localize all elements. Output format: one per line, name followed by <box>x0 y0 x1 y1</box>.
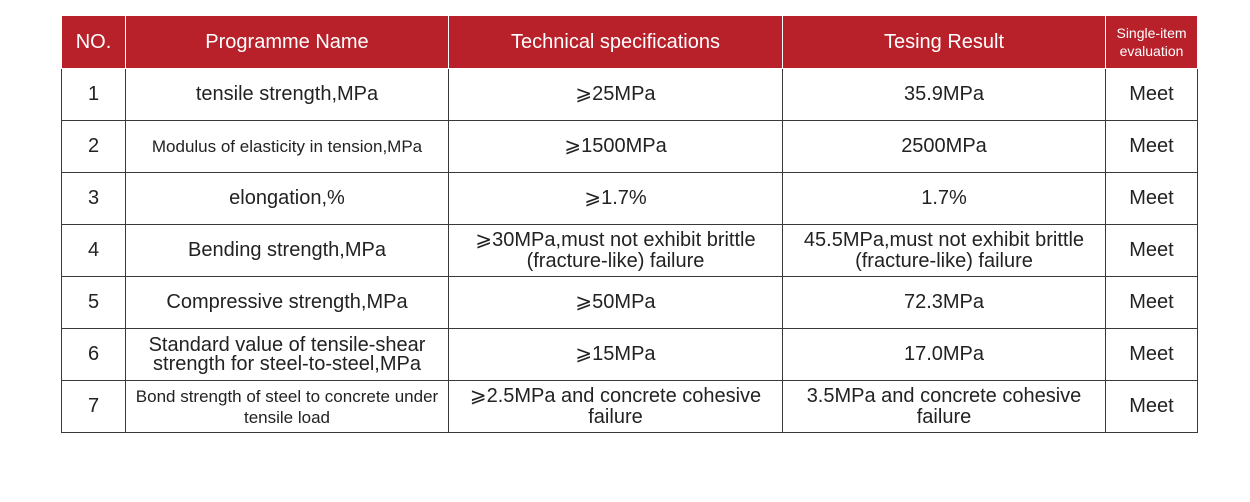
programme-name: Bending strength,MPa <box>125 224 449 277</box>
testing-result: 3.5MPa and concrete cohesive failure <box>782 380 1106 433</box>
row-number: 2 <box>61 120 126 173</box>
testing-result: 35.9MPa <box>782 68 1106 121</box>
row-number: 4 <box>61 224 126 277</box>
evaluation: Meet <box>1105 68 1198 121</box>
evaluation: Meet <box>1105 120 1198 173</box>
evaluation: Meet <box>1105 380 1198 433</box>
header-single-item-evaluation: Single-item evaluation <box>1105 15 1198 69</box>
row-number: 5 <box>61 276 126 329</box>
table-row: 1 tensile strength,MPa ⩾25MPa 35.9MPa Me… <box>61 68 1198 121</box>
row-number: 1 <box>61 68 126 121</box>
evaluation: Meet <box>1105 328 1198 381</box>
header-testing-result: Tesing Result <box>782 15 1106 69</box>
header-technical-specifications: Technical specifications <box>448 15 783 69</box>
technical-specification: ⩾15MPa <box>448 328 783 381</box>
row-number: 6 <box>61 328 126 381</box>
header-programme-name: Programme Name <box>125 15 449 69</box>
programme-name: Standard value of tensile-shear strength… <box>125 328 449 381</box>
table-row: 6 Standard value of tensile-shear streng… <box>61 328 1198 381</box>
table-row: 2 Modulus of elasticity in tension,MPa ⩾… <box>61 120 1198 173</box>
evaluation: Meet <box>1105 276 1198 329</box>
technical-specification: ⩾2.5MPa and concrete cohesive failure <box>448 380 783 433</box>
technical-specification: ⩾1.7% <box>448 172 783 225</box>
testing-result: 1.7% <box>782 172 1106 225</box>
table-row: 4 Bending strength,MPa ⩾30MPa,must not e… <box>61 224 1198 277</box>
specification-table: NO. Programme Name Technical specificati… <box>61 15 1198 433</box>
testing-result: 2500MPa <box>782 120 1106 173</box>
row-number: 7 <box>61 380 126 433</box>
programme-name: Bond strength of steel to concrete under… <box>125 380 449 433</box>
programme-name: elongation,% <box>125 172 449 225</box>
programme-name: Compressive strength,MPa <box>125 276 449 329</box>
technical-specification: ⩾30MPa,must not exhibit brittle (fractur… <box>448 224 783 277</box>
testing-result: 72.3MPa <box>782 276 1106 329</box>
header-row: NO. Programme Name Technical specificati… <box>61 15 1198 69</box>
programme-name: Modulus of elasticity in tension,MPa <box>125 120 449 173</box>
table-row: 5 Compressive strength,MPa ⩾50MPa 72.3MP… <box>61 276 1198 329</box>
technical-specification: ⩾1500MPa <box>448 120 783 173</box>
row-number: 3 <box>61 172 126 225</box>
table-row: 3 elongation,% ⩾1.7% 1.7% Meet <box>61 172 1198 225</box>
testing-result: 17.0MPa <box>782 328 1106 381</box>
header-no: NO. <box>61 15 126 69</box>
programme-name: tensile strength,MPa <box>125 68 449 121</box>
evaluation: Meet <box>1105 172 1198 225</box>
technical-specification: ⩾25MPa <box>448 68 783 121</box>
testing-result: 45.5MPa,must not exhibit brittle (fractu… <box>782 224 1106 277</box>
table-row: 7 Bond strength of steel to concrete und… <box>61 380 1198 433</box>
technical-specification: ⩾50MPa <box>448 276 783 329</box>
evaluation: Meet <box>1105 224 1198 277</box>
